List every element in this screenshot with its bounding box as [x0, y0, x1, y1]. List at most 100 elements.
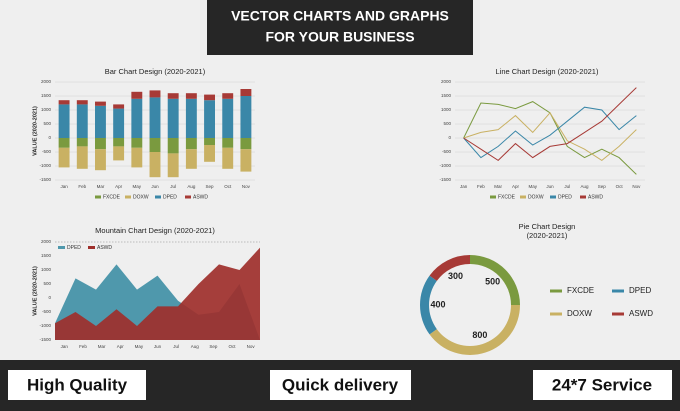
area-series	[55, 247, 260, 340]
x-tick-label: Mar	[98, 344, 106, 349]
y-tick-label: -500	[42, 149, 52, 154]
y-tick-label: 1000	[441, 107, 452, 112]
donut-slice	[470, 255, 520, 305]
x-tick-label: Aug	[581, 184, 590, 189]
legend-label: ASWD	[629, 309, 653, 318]
bar-segment	[204, 94, 215, 101]
bar-segment	[222, 98, 234, 138]
x-tick-label: Apr	[117, 344, 125, 349]
x-tick-label: Oct	[229, 344, 237, 349]
y-tick-label: 500	[443, 121, 451, 126]
bar-segment	[240, 89, 252, 96]
y-axis-label: VALUE (2020-2021)	[32, 266, 38, 316]
bar-segment	[58, 100, 70, 105]
y-tick-label: 2000	[41, 79, 52, 84]
x-tick-label: Mar	[97, 184, 105, 189]
x-tick-label: May	[135, 344, 144, 349]
y-tick-label: -1500	[39, 337, 51, 342]
bar-segment	[167, 98, 179, 138]
bar-segment	[167, 138, 179, 154]
bar-segment	[95, 101, 106, 106]
bar-segment	[149, 152, 161, 178]
bar-segment	[240, 149, 252, 172]
y-tick-label: 500	[43, 121, 51, 126]
legend-label: FXCDE	[498, 194, 516, 200]
legend-label: DPED	[67, 245, 81, 251]
y-tick-label: -500	[442, 149, 452, 154]
legend-swatch	[580, 195, 586, 199]
bar-segment	[76, 146, 88, 169]
bar-segment	[167, 93, 179, 99]
y-tick-label: 2000	[41, 239, 52, 244]
x-tick-label: May	[528, 184, 537, 189]
donut-slice	[429, 255, 470, 281]
bar-segment	[113, 146, 125, 161]
legend-label: FXCDE	[103, 194, 121, 200]
bar-segment	[58, 147, 70, 168]
legend-label: ASWD	[588, 194, 603, 200]
bar-segment	[95, 105, 106, 138]
bar-segment	[222, 138, 234, 148]
y-tick-label: 500	[43, 281, 51, 286]
y-tick-label: 0	[48, 295, 51, 300]
bar-segment	[149, 138, 161, 152]
x-tick-label: Sep	[598, 184, 607, 189]
x-tick-label: Jun	[151, 184, 159, 189]
legend-label: DPED	[629, 286, 651, 295]
y-tick-label: -1000	[39, 163, 51, 168]
x-tick-label: Aug	[191, 344, 200, 349]
legend-swatch	[185, 195, 191, 199]
y-tick-label: 1500	[41, 93, 52, 98]
x-tick-label: Nov	[632, 184, 641, 189]
y-tick-label: 1500	[41, 253, 52, 258]
x-tick-label: Jul	[564, 184, 570, 189]
footer-box	[8, 370, 146, 400]
line-series	[463, 111, 637, 162]
bar-segment	[131, 91, 143, 99]
x-tick-label: May	[133, 184, 142, 189]
header-box	[207, 0, 473, 55]
header-line: FOR YOUR BUSINESS	[265, 29, 414, 45]
data-label: 300	[448, 271, 463, 281]
footer-box	[533, 370, 672, 400]
x-tick-label: Sep	[209, 344, 218, 349]
bar-segment	[167, 153, 179, 178]
x-tick-label: Sep	[206, 184, 215, 189]
bar-segment	[149, 97, 161, 138]
donut-slice	[429, 305, 520, 355]
bar-segment	[113, 138, 125, 147]
bar-segment	[76, 104, 88, 138]
x-tick-label: Feb	[79, 344, 87, 349]
bar-segment	[76, 138, 88, 147]
bar-segment	[58, 138, 70, 148]
legend-swatch	[155, 195, 161, 199]
x-tick-label: Feb	[78, 184, 86, 189]
data-label: 500	[485, 277, 500, 287]
bar-segment	[113, 104, 125, 109]
chart-title: Pie Chart Design	[519, 222, 576, 231]
bar-segment	[149, 90, 161, 98]
legend-label: DOXW	[133, 194, 149, 200]
footer-text: High Quality	[27, 375, 128, 394]
x-tick-label: Feb	[477, 184, 485, 189]
legend-swatch	[125, 195, 131, 199]
y-tick-label: -1500	[39, 177, 51, 182]
x-tick-label: Nov	[247, 344, 256, 349]
y-tick-label: 1500	[441, 93, 452, 98]
legend-swatch	[490, 195, 496, 199]
legend-swatch	[58, 246, 65, 249]
y-tick-label: -1000	[39, 323, 51, 328]
y-tick-label: -1000	[439, 163, 451, 168]
bar-segment	[113, 108, 125, 138]
line-series	[463, 87, 637, 162]
chart-title: Mountain Chart Design (2020-2021)	[95, 226, 215, 235]
x-tick-label: Jan	[61, 344, 69, 349]
legend-label: DOXW	[528, 194, 544, 200]
data-label: 800	[472, 330, 487, 340]
y-tick-label: 0	[48, 135, 51, 140]
y-tick-label: 0	[448, 135, 451, 140]
bar-segment	[185, 93, 197, 99]
legend-label: DOXW	[567, 309, 592, 318]
x-tick-label: Jan	[460, 184, 468, 189]
